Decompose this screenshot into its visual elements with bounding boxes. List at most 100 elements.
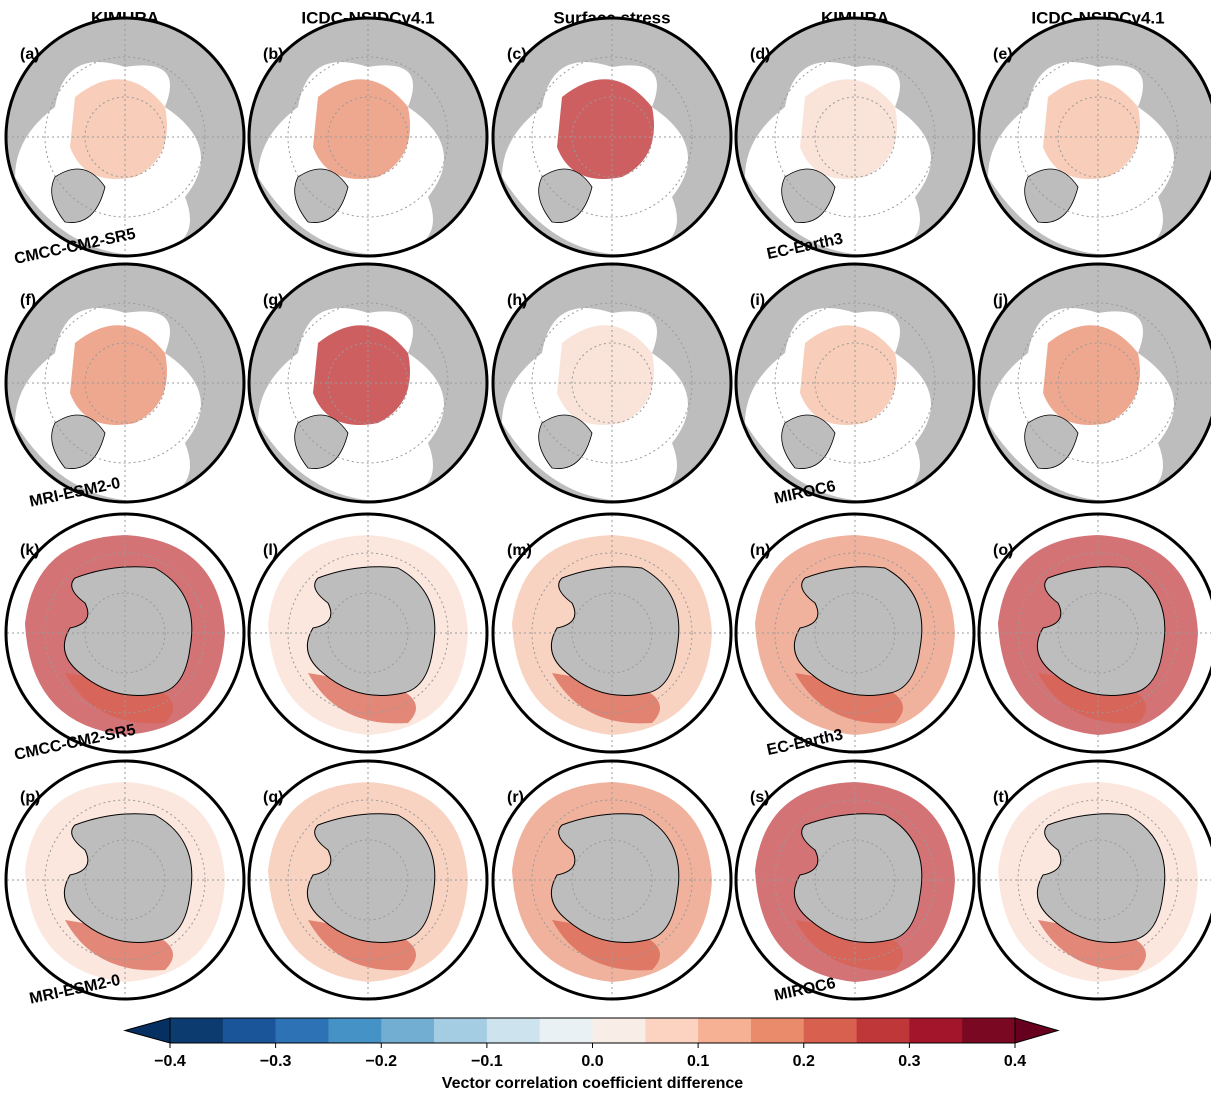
sea-ice-core xyxy=(1038,673,1146,724)
colorbar-bin xyxy=(645,1018,699,1043)
antarctica xyxy=(793,566,923,696)
map-panel xyxy=(977,759,1211,1001)
graticule xyxy=(1057,592,1139,674)
colorbar-bin xyxy=(856,1018,910,1043)
map-content xyxy=(737,762,973,998)
sea-ice xyxy=(1043,325,1140,425)
colorbar-bin xyxy=(909,1018,963,1043)
graticule xyxy=(44,302,206,464)
panel-label: (d) xyxy=(750,46,770,63)
map-content xyxy=(494,762,730,998)
colorbar-tick-label: 0.0 xyxy=(581,1053,603,1070)
map-border xyxy=(4,262,246,504)
model-label: CMCC-CM2-SR5 xyxy=(13,722,137,764)
antarctica xyxy=(63,813,193,943)
map-border xyxy=(734,16,976,258)
panel-label: (j) xyxy=(993,292,1008,309)
antarctica xyxy=(550,813,680,943)
map-content xyxy=(980,515,1211,751)
colorbar-tick-label: −0.4 xyxy=(154,1053,186,1070)
sea-ice xyxy=(313,79,410,179)
graticule xyxy=(84,839,166,921)
graticule xyxy=(44,56,206,218)
panel-label: (q) xyxy=(263,789,283,806)
model-label: MRI-ESM2-0 xyxy=(28,972,122,1008)
sea-ice-core xyxy=(552,920,660,971)
graticule xyxy=(531,552,693,714)
graticule xyxy=(774,56,936,218)
map-panel xyxy=(491,512,733,754)
graticule xyxy=(84,592,166,674)
graticule xyxy=(44,799,206,961)
graticule xyxy=(531,799,693,961)
panel-label: (l) xyxy=(263,542,278,559)
colorbar-tick-label: −0.1 xyxy=(471,1053,503,1070)
map-border xyxy=(977,512,1211,754)
graticule xyxy=(531,56,693,218)
panel-label: (i) xyxy=(750,292,765,309)
map-border xyxy=(491,759,733,1001)
map-border xyxy=(247,262,489,504)
map-content xyxy=(737,515,973,751)
map-border xyxy=(247,759,489,1001)
map-panel xyxy=(4,262,246,504)
graticule xyxy=(84,96,166,178)
sea-ice xyxy=(557,325,654,425)
map-border xyxy=(977,262,1211,504)
sea-ice xyxy=(70,79,167,179)
antarctica xyxy=(306,566,436,696)
antarctica xyxy=(1036,566,1166,696)
map-panel xyxy=(247,16,489,258)
panel-label: (a) xyxy=(20,46,40,63)
graticule xyxy=(287,302,449,464)
graticule xyxy=(774,799,936,961)
colorbar-extend-under xyxy=(123,1017,171,1044)
colorbar-label: Vector correlation coefficient differenc… xyxy=(442,1075,744,1092)
sea-ice-core xyxy=(1038,920,1146,971)
map-content xyxy=(7,762,243,998)
panel-label: (b) xyxy=(263,46,283,63)
graticule xyxy=(1057,342,1139,424)
panel-label: (t) xyxy=(993,789,1009,806)
colorbar-tick-label: −0.3 xyxy=(260,1053,292,1070)
map-panel xyxy=(491,759,733,1001)
sea-ice-core xyxy=(795,673,903,724)
map-content xyxy=(250,762,486,998)
panel-label: (n) xyxy=(750,542,770,559)
graticule xyxy=(44,552,206,714)
graticule xyxy=(571,592,653,674)
map-panel xyxy=(734,512,976,754)
graticule xyxy=(571,342,653,424)
map-border xyxy=(977,16,1211,258)
map-content xyxy=(980,19,1211,255)
map-panel xyxy=(734,16,976,258)
map-content xyxy=(980,265,1211,501)
panel-label: (s) xyxy=(750,789,770,806)
map-panel xyxy=(4,759,246,1001)
map-border xyxy=(4,512,246,754)
map-border xyxy=(734,512,976,754)
panel-label: (h) xyxy=(507,292,527,309)
map-border xyxy=(247,512,489,754)
colorbar-bin xyxy=(328,1018,382,1043)
map-panel xyxy=(734,262,976,504)
panel-label: (p) xyxy=(20,789,40,806)
graticule xyxy=(774,302,936,464)
sea-ice xyxy=(800,79,897,179)
map-content xyxy=(7,515,243,751)
map-content xyxy=(250,19,486,255)
sea-ice-core xyxy=(308,920,416,971)
graticule xyxy=(571,839,653,921)
graticule xyxy=(327,592,409,674)
graticule xyxy=(327,839,409,921)
colorbar-bin xyxy=(222,1018,276,1043)
sea-ice xyxy=(800,325,897,425)
colorbar-tick-label: −0.2 xyxy=(365,1053,397,1070)
colorbar-bin xyxy=(803,1018,857,1043)
colorbar-tick-label: 0.1 xyxy=(687,1053,709,1070)
map-border xyxy=(491,16,733,258)
map-panel xyxy=(977,16,1211,258)
map-content xyxy=(737,19,973,255)
antarctica xyxy=(1036,813,1166,943)
